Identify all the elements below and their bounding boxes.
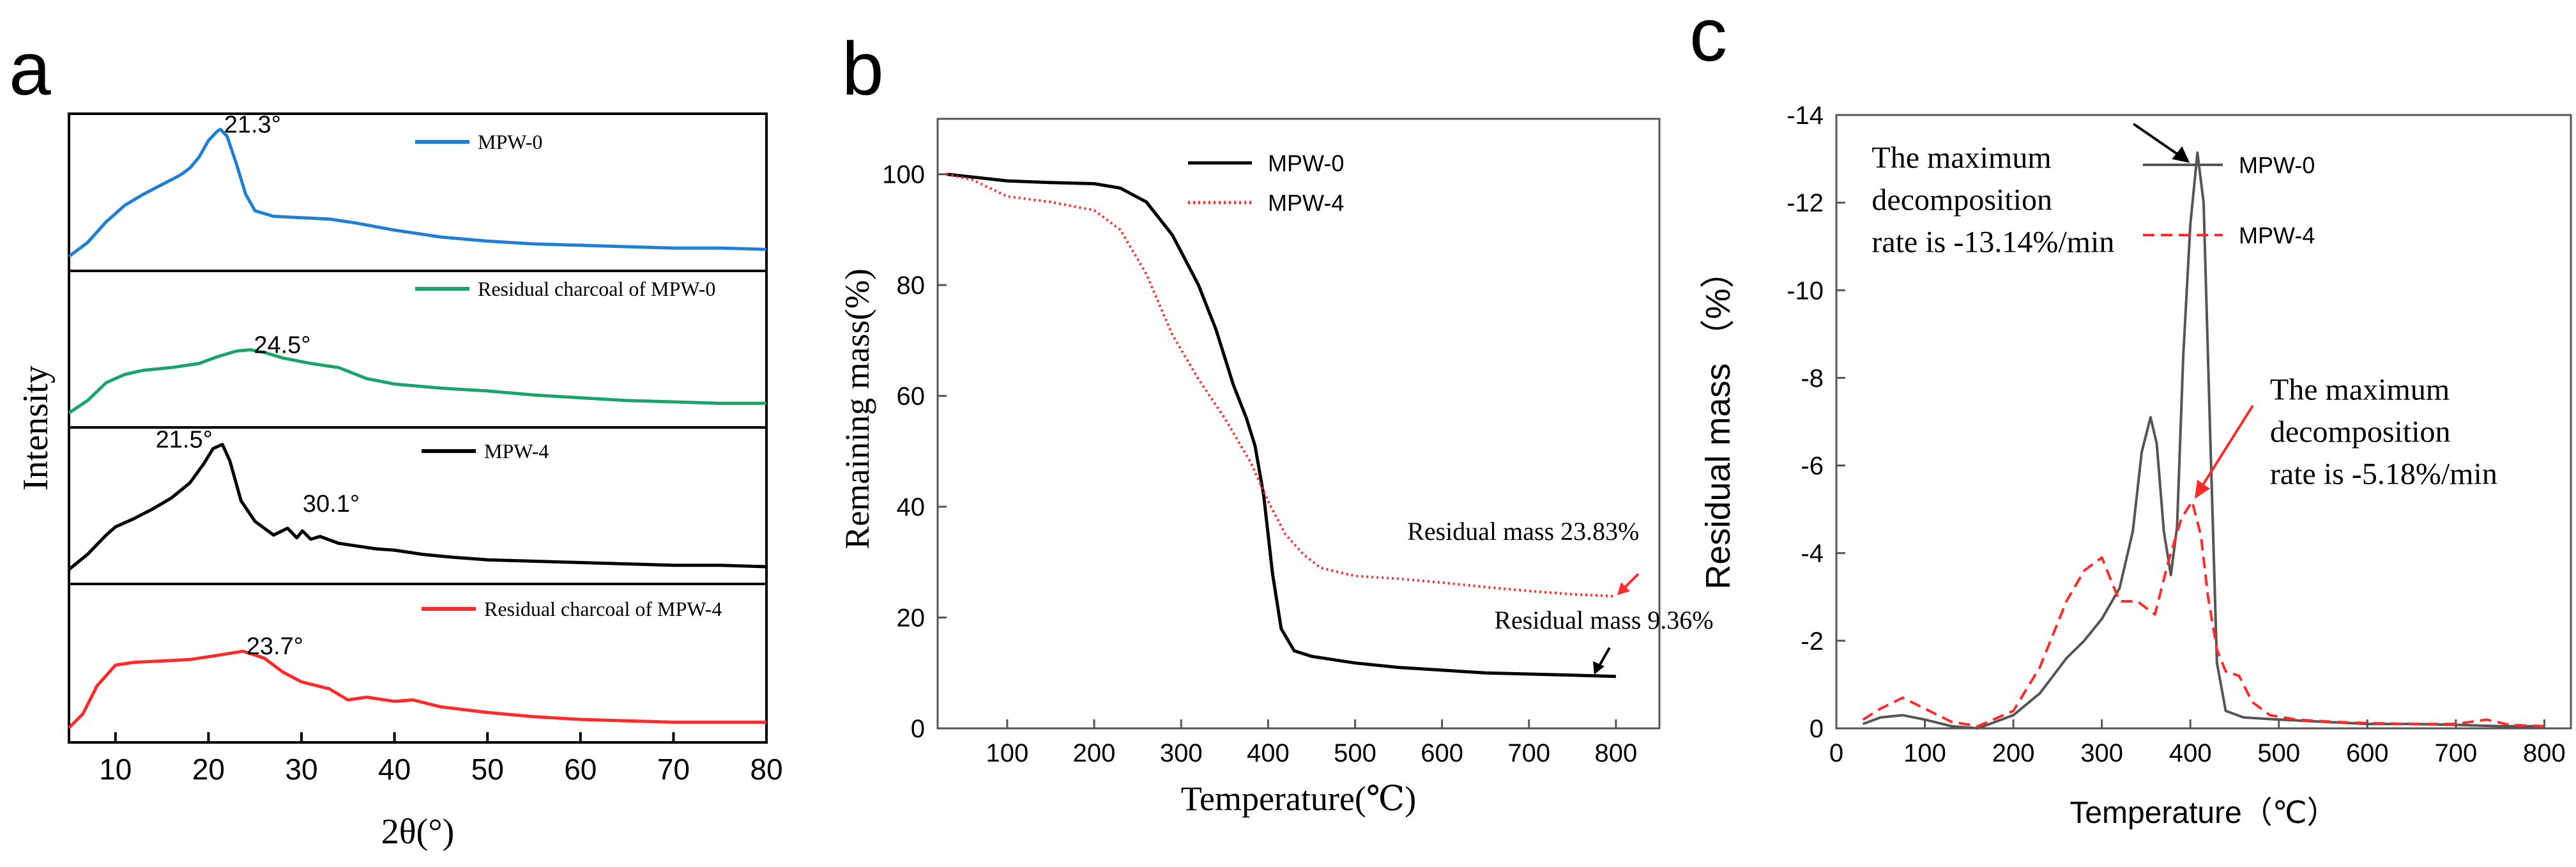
panel-c-frame: [1835, 114, 2572, 730]
panel-b-chart: 100 200 300 400 500 600 700 800 0 20 40 60 80 100 MPW…: [838, 118, 1714, 818]
panel-c-ylabel: Residual mass （%）: [1699, 254, 1737, 589]
b-xtick-label: 700: [1507, 739, 1550, 767]
panel-label-c: c: [1689, 0, 1727, 77]
a-xtick-label: 30: [285, 753, 317, 786]
c-xtick-label: 800: [2523, 739, 2566, 767]
a-xtick-label: 80: [750, 753, 782, 786]
b-xtick-label: 800: [1595, 739, 1638, 767]
c-arrow-red: [2197, 404, 2254, 493]
a-legend-label: Residual charcoal of MPW-0: [478, 277, 715, 300]
c-xtick-label: 200: [1992, 739, 2035, 767]
c-annotation-line: The maximum: [2270, 373, 2450, 407]
a-series-line-residual-charcoal-of-mpw-0: [68, 348, 766, 415]
b-ytick-label: 80: [897, 272, 926, 300]
b-ytick-label: 40: [897, 493, 926, 521]
a-xtick-label: 10: [99, 753, 132, 786]
b-xtick-label: 200: [1073, 739, 1116, 767]
b-xtick-label: 400: [1247, 739, 1290, 767]
b-series-line-mpw-0: [946, 173, 1616, 679]
b-xtick-label: 500: [1334, 739, 1376, 767]
a-series-line-residual-charcoal-of-mpw-4: [68, 649, 766, 729]
panel-a-xlabel: 2θ(°): [381, 812, 455, 852]
c-legend-label: MPW-0: [2239, 152, 2315, 178]
c-annotation-line: rate is -13.14%/min: [1871, 225, 2114, 259]
c-ytick-label: -8: [1801, 364, 1824, 392]
a-peak-label: 21.5°: [156, 427, 213, 454]
c-series-line-mpw-0: [1862, 151, 2545, 730]
c-xtick-label: 400: [2169, 739, 2212, 767]
a-series-line-mpw-4: [68, 443, 767, 571]
c-ytick-label: -4: [1801, 540, 1824, 568]
a-legend-label: MPW-4: [484, 440, 549, 463]
panel-label-a: a: [9, 27, 51, 111]
c-annotation-line: decomposition: [2270, 415, 2451, 449]
a-legend-label: MPW-0: [478, 130, 542, 153]
a-xtick-label: 20: [192, 753, 225, 786]
c-ytick-label: -14: [1787, 102, 1824, 130]
b-arrowhead-red: [1617, 582, 1630, 595]
b-annotation: Residual mass 23.83%: [1407, 517, 1639, 546]
b-legend-label: MPW-0: [1268, 150, 1344, 176]
a-peak-label: 21.3°: [224, 111, 281, 138]
c-ytick-label: -10: [1787, 277, 1824, 305]
b-ytick-label: 0: [911, 715, 925, 743]
b-ytick-label: 20: [897, 604, 926, 633]
c-annotation-line: decomposition: [1871, 183, 2052, 217]
b-xtick-label: 300: [1160, 739, 1203, 767]
a-peak-label: 23.7°: [247, 633, 303, 660]
panel-b-frame: [936, 118, 1661, 730]
c-ytick-label: 0: [1810, 715, 1824, 743]
b-legend-label: MPW-4: [1268, 190, 1344, 216]
a-xtick-label: 70: [657, 753, 690, 786]
b-xtick-label: 100: [986, 739, 1029, 767]
a-xtick-label: 40: [378, 753, 411, 786]
c-arrow-black: [2133, 123, 2186, 160]
a-xtick-label: 50: [471, 753, 504, 786]
a-peak-label: 30.1°: [303, 491, 360, 518]
c-series-line-mpw-4: [1862, 500, 2545, 728]
a-legend-label: Residual charcoal of MPW-4: [484, 597, 722, 620]
c-xtick-label: 600: [2346, 739, 2389, 767]
panel-b-xlabel: Temperature(℃): [1181, 779, 1416, 818]
b-annotation: Residual mass 9.36%: [1494, 606, 1713, 634]
c-annotation-line: The maximum: [1871, 141, 2051, 174]
panel-a-chart: 10 20 30 40 50 60 70 80 MPW-0 21.3° Residual char…: [16, 111, 783, 852]
c-arrowhead-black: [2172, 146, 2190, 163]
b-xtick-label: 600: [1421, 739, 1463, 767]
c-legend-label: MPW-4: [2239, 222, 2315, 249]
a-series-line-mpw-0: [68, 128, 767, 258]
c-xtick-label: 500: [2257, 739, 2300, 767]
c-xtick-label: 300: [2080, 739, 2123, 767]
panel-c-chart: 0 100 200 300 400 500 600 700 800 0 -2 -4 -6 -8 -10 -12…: [1699, 102, 2572, 830]
c-xtick-label: 700: [2435, 739, 2478, 767]
a-peak-label: 24.5°: [254, 332, 310, 358]
c-ytick-label: -6: [1801, 452, 1824, 480]
c-xtick-label: 100: [1903, 739, 1946, 767]
b-ytick-label: 60: [897, 383, 926, 411]
c-ytick-label: -2: [1801, 627, 1824, 656]
c-arrowhead-red: [2194, 479, 2210, 499]
panel-b-ylabel: Remaining mass(%): [838, 268, 876, 549]
c-xtick-label: 0: [1829, 739, 1843, 767]
c-ytick-label: -12: [1787, 189, 1824, 217]
a-xtick-label: 60: [564, 753, 597, 786]
panel-label-b: b: [842, 27, 884, 111]
b-ytick-label: 100: [882, 161, 925, 189]
panel-c-xlabel: Temperature（℃）: [2069, 796, 2337, 830]
b-arrowhead-black: [1592, 661, 1604, 675]
panel-a-ylabel: Intensity: [16, 365, 56, 491]
c-annotation-line: rate is -5.18%/min: [2270, 457, 2497, 491]
